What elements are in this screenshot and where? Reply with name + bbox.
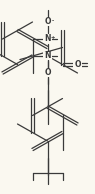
Text: O: O — [44, 68, 51, 77]
Text: O: O — [74, 60, 81, 69]
Bar — [43, 18, 52, 26]
Text: +: + — [50, 35, 55, 40]
Bar — [43, 52, 52, 60]
Text: O: O — [44, 17, 51, 27]
Text: -: - — [51, 18, 53, 23]
Bar — [73, 61, 82, 68]
Bar — [43, 69, 52, 77]
Text: N: N — [44, 35, 51, 43]
Text: N: N — [44, 51, 51, 61]
Bar — [43, 35, 52, 43]
